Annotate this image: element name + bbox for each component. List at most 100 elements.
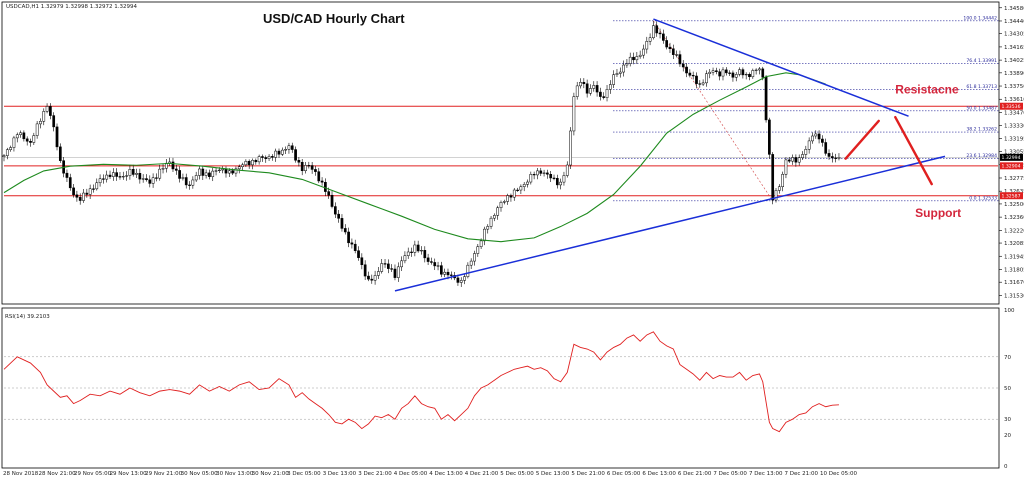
candle-body xyxy=(340,218,344,229)
candle-body xyxy=(347,231,350,244)
time-tick-label: 30 Nov 05:00 xyxy=(181,471,219,477)
candle-body xyxy=(830,156,834,159)
candle-body xyxy=(642,48,645,56)
candle-body xyxy=(55,126,59,148)
candle-body xyxy=(68,177,72,189)
candle-body xyxy=(837,157,841,159)
candle-body xyxy=(784,159,788,175)
price-tick-label: 1.32085 xyxy=(1004,241,1024,247)
candle-body xyxy=(671,48,675,55)
support-label: Support xyxy=(915,206,961,220)
candle-body xyxy=(675,54,678,56)
candle-body xyxy=(698,83,702,85)
resistance-label: Resistacne xyxy=(895,83,959,97)
time-tick-label: 4 Dec 05:00 xyxy=(394,471,428,477)
candle-body xyxy=(579,82,582,87)
candle-body xyxy=(357,250,360,258)
forecast-stroke xyxy=(844,119,880,160)
candle-body xyxy=(804,149,808,155)
time-tick-label: 28 Nov 2018 xyxy=(3,471,39,477)
candle-body xyxy=(307,165,311,167)
time-tick-label: 29 Nov 05:00 xyxy=(74,471,112,477)
candle-body xyxy=(771,154,775,201)
candle-body xyxy=(724,69,728,74)
candle-body xyxy=(277,150,281,155)
candle-body xyxy=(668,46,672,50)
candle-body xyxy=(708,71,712,74)
candle-body xyxy=(310,165,314,170)
candle-body xyxy=(655,25,659,34)
candle-body xyxy=(12,137,16,148)
candle-body xyxy=(738,69,741,75)
candle-body xyxy=(58,146,62,161)
time-tick-label: 4 Dec 13:00 xyxy=(429,471,463,477)
candle-body xyxy=(413,244,417,253)
candle-body xyxy=(638,54,642,57)
main-chart-frame xyxy=(1,1,1000,305)
candle-body xyxy=(834,157,837,159)
candle-body xyxy=(575,85,579,97)
candle-body xyxy=(662,33,665,41)
price-tick-label: 1.33330 xyxy=(1004,124,1024,130)
candle-body xyxy=(98,178,102,184)
candle-body xyxy=(628,56,632,64)
candle-body xyxy=(337,213,340,219)
price-tick-label: 1.31805 xyxy=(1004,267,1024,273)
candle-body xyxy=(721,69,725,77)
candle-body xyxy=(2,155,6,158)
candle-body xyxy=(204,172,208,176)
candle-body xyxy=(400,260,403,268)
price-series xyxy=(2,21,841,287)
fib-level-label: 61.8 1.33713 xyxy=(966,84,997,90)
candle-body xyxy=(271,156,274,158)
trendlines xyxy=(394,18,946,292)
candle-body xyxy=(131,169,135,175)
candle-body xyxy=(483,228,486,242)
forecast-arrows xyxy=(844,115,933,186)
candle-body xyxy=(29,140,32,143)
price-tick-label: 1.32635 xyxy=(1004,189,1024,195)
candle-body xyxy=(128,169,132,176)
candle-body xyxy=(75,194,79,198)
candle-body xyxy=(781,174,784,187)
candle-body xyxy=(244,161,248,166)
candle-body xyxy=(360,257,364,265)
price-axis: 1.34580 1.34440 1.34305 1.34165 1.34025 1.338… xyxy=(999,6,1024,299)
candle-body xyxy=(65,172,69,178)
candle-body xyxy=(526,181,529,185)
candle-body xyxy=(188,184,191,186)
candle-body xyxy=(284,149,287,151)
candle-body xyxy=(589,88,592,94)
candle-body xyxy=(665,40,669,48)
candle-body xyxy=(181,177,185,179)
rsi-tick-label: 70 xyxy=(1004,355,1011,361)
candle-body xyxy=(731,72,735,78)
candle-body xyxy=(410,251,413,253)
candle-body xyxy=(440,265,443,275)
candle-body xyxy=(602,96,606,98)
candle-body xyxy=(608,84,612,90)
candle-body xyxy=(300,162,304,172)
fib-level-label: 100.0 1.34442 xyxy=(963,15,997,21)
price-tick-label: 1.32220 xyxy=(1004,228,1024,234)
candle-body xyxy=(158,168,162,179)
candle-body xyxy=(171,161,175,170)
candle-body xyxy=(618,71,622,74)
candle-body xyxy=(632,56,635,61)
candle-body xyxy=(254,159,258,163)
time-tick-label: 7 Dec 21:00 xyxy=(784,471,818,477)
candle-body xyxy=(25,138,29,142)
candle-body xyxy=(476,246,480,254)
candle-body xyxy=(257,156,261,163)
candle-body xyxy=(155,177,158,179)
candle-body xyxy=(529,174,533,183)
candle-body xyxy=(705,73,708,84)
candle-body xyxy=(85,192,89,195)
candle-body xyxy=(363,264,367,277)
candle-body xyxy=(449,274,453,276)
candle-body xyxy=(135,173,138,175)
candle-body xyxy=(612,74,616,85)
candle-body xyxy=(161,167,165,170)
candle-body xyxy=(582,82,586,85)
